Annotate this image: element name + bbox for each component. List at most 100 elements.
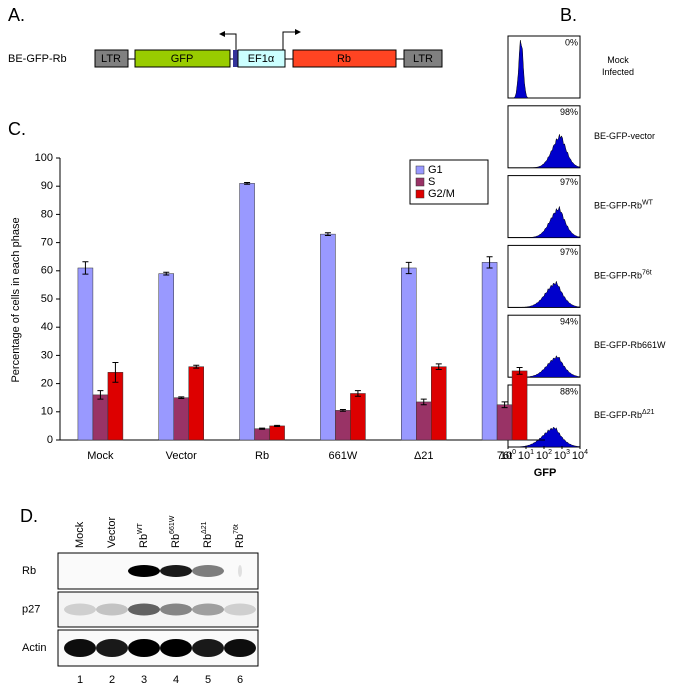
histogram-label: Infected [602,67,634,77]
blot-band [192,639,224,657]
panel-letter: C. [8,119,26,139]
legend-label: G1 [428,164,443,176]
histogram [508,39,580,99]
x-tick-label: 102 [536,449,552,462]
text-base: Rb [138,534,150,548]
axis-label: GFP [534,467,557,479]
bar [481,262,498,441]
lane-number: 4 [173,674,179,686]
histogram [508,206,581,238]
blot-band [128,565,160,577]
rb-box [292,49,397,68]
ires-box [233,50,238,67]
x-tick-label: 104 [572,449,588,462]
text-base: Infected [602,67,634,77]
text-base: BE-GFP-Rb [594,410,642,420]
text-sup: 2 [548,449,552,456]
percent-label: 98% [560,107,578,117]
histogram-frame [507,314,581,378]
blot-band [96,603,128,616]
blot-band [238,565,242,577]
bar [269,425,285,441]
y-tick-label: 60 [41,265,53,277]
legend-swatch [415,165,425,175]
error-bar [112,361,119,383]
lane-label: Mock [74,521,86,548]
text-sup: Δ21 [201,521,208,534]
element-label: Rb [337,53,351,65]
bar [350,393,366,441]
y-tick-label: 30 [41,349,53,361]
lane-number: 5 [205,674,211,686]
text-sup: Δ21 [642,409,655,416]
y-tick-label: 10 [41,406,53,418]
blot-band [128,639,160,657]
error-bar [405,261,412,275]
error-bar [244,182,251,185]
bar [416,401,432,441]
text-base: 10 [536,450,548,462]
text-base: BE-GFP-Rb [594,201,642,211]
text-base: BE-GFP-vector [594,131,655,141]
bar [335,410,351,441]
text-base: 10 [554,450,566,462]
blot-frame [57,591,259,628]
histogram [508,134,581,169]
text-sup: 4 [584,449,588,456]
lane-label: RbΔ21 [201,521,214,548]
bar [239,183,255,441]
text-base: Rb [170,534,182,548]
error-bar [339,409,346,412]
histogram-label: Mock [607,55,629,65]
percent-label: 94% [560,317,578,327]
legend-swatch [415,189,425,199]
blot-band [224,639,256,657]
histogram-label: BE-GFP-RbWT [594,200,654,211]
error-bar [178,396,185,400]
panel-letter: A. [8,5,25,25]
bar [401,267,417,441]
text-sup: 1 [530,449,534,456]
text-sup: 3 [566,449,570,456]
blot-band [192,603,224,616]
histogram-label: BE-GFP-vector [594,131,655,141]
x-tick-label: 661W [329,450,358,462]
text-base: BE-GFP-Rb661W [594,341,666,351]
blot-band [224,603,256,616]
x-tick-label: Vector [166,450,198,462]
error-bar [354,390,361,397]
bar [320,233,336,441]
y-tick-label: 70 [41,237,53,249]
row-label: Rb [22,565,36,577]
text-sup: 76t [233,524,240,534]
element-label: GFP [171,53,194,65]
x-tick-label: Mock [87,450,114,462]
error-bar [97,390,104,400]
x-tick-label: 103 [554,449,570,462]
element-label: LTR [101,53,121,65]
percent-label: 97% [560,177,578,187]
lane-number: 3 [141,674,147,686]
text-base: 10 [500,450,512,462]
ef1a-box [237,49,286,68]
blot-band [160,603,192,616]
y-tick-label: 20 [41,378,53,390]
bar [254,428,270,441]
row-label: p27 [22,603,40,615]
legend-label: G2/M [428,188,455,200]
blot-band [96,639,128,657]
y-axis-label: Percentage of cells in each phase [10,217,22,382]
text-base: 10 [518,450,530,462]
error-bar [516,367,523,375]
legend-swatch [415,177,425,187]
error-bar [163,271,170,276]
bar [188,366,204,441]
bar [511,370,528,441]
text-sup: WT [137,522,144,534]
text-base: Vector [106,516,118,548]
error-bar [82,261,89,275]
blot-band [160,565,192,577]
y-tick-label: 100 [35,152,53,164]
panel-letter: B. [560,5,577,25]
